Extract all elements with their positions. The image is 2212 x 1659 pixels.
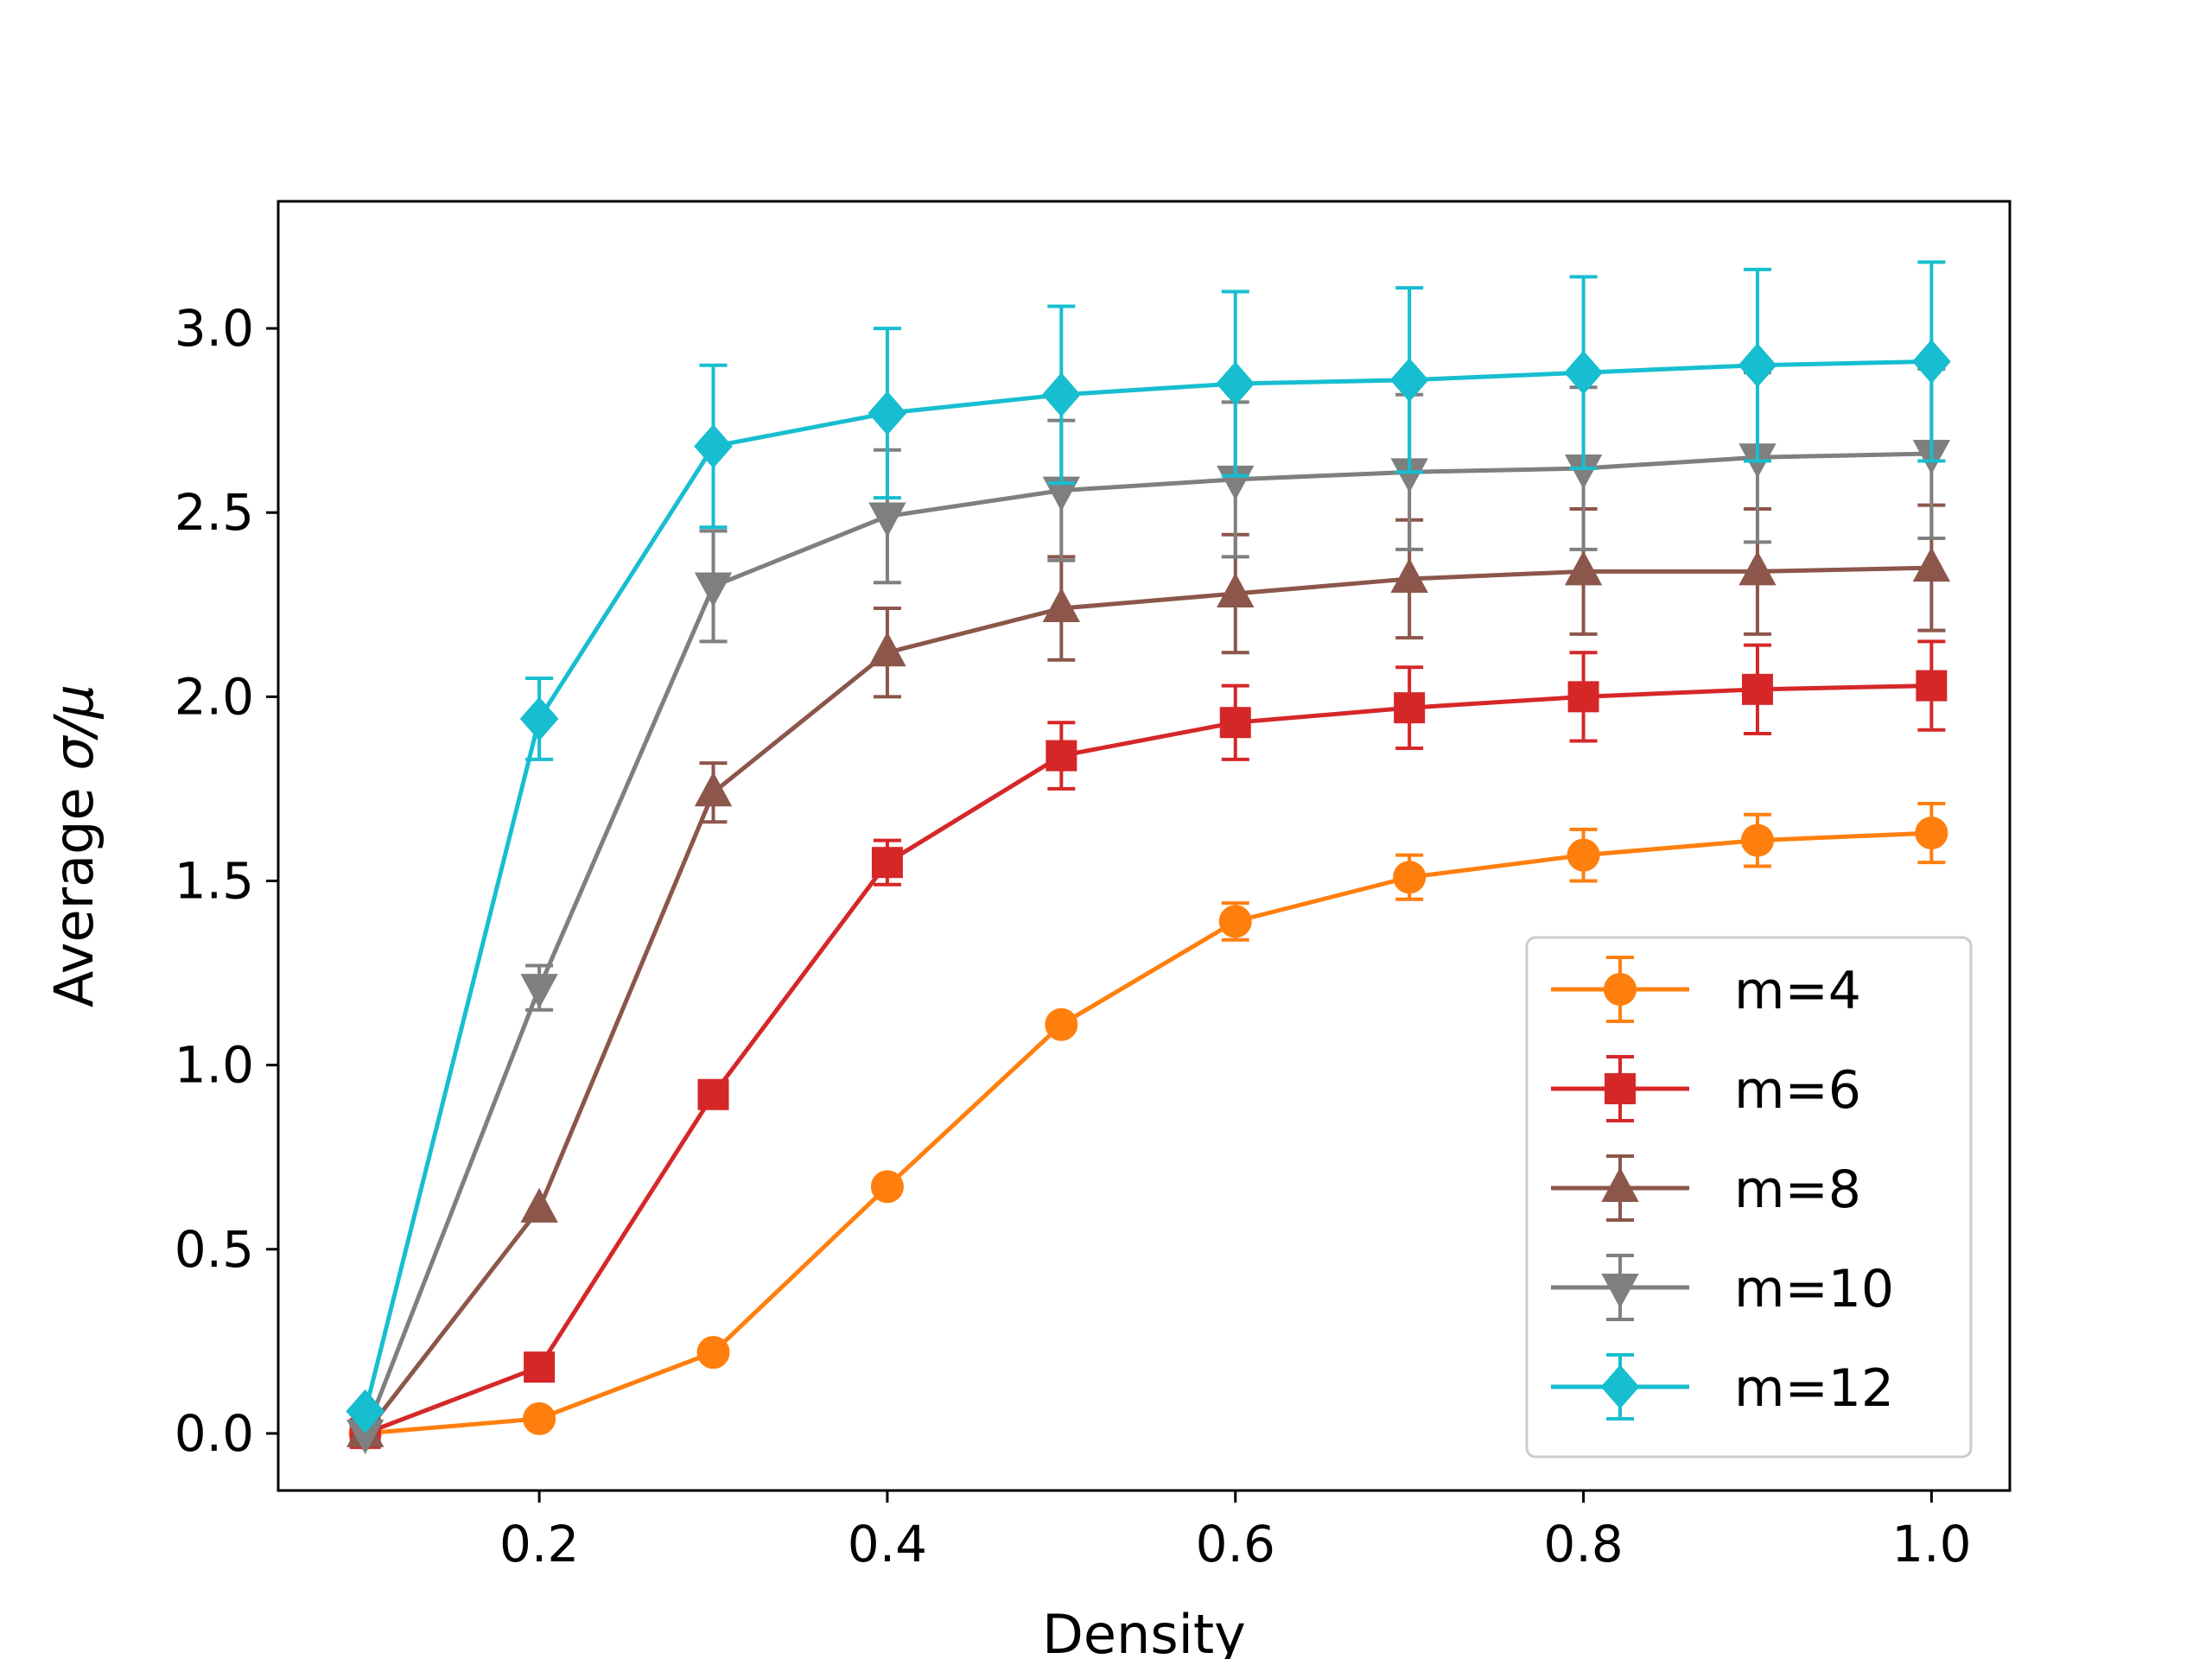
legend-item: m=8 [1551, 1154, 1861, 1222]
data-point [868, 632, 906, 667]
y-axis-label-prefix: Average [42, 771, 105, 1007]
data-point [1042, 372, 1081, 417]
data-point [694, 572, 733, 607]
legend-label: m=6 [1734, 1060, 1861, 1121]
x-axis-label: Density [1042, 1603, 1246, 1659]
data-point [1045, 1007, 1078, 1041]
data-point [1393, 861, 1427, 894]
series-m=12 [346, 260, 1951, 1433]
x-tick-label: 0.2 [499, 1515, 579, 1573]
y-tick-label: 3.0 [175, 299, 254, 358]
series-line [365, 830, 1932, 1436]
data-point [1567, 681, 1599, 713]
series-line [364, 683, 1932, 1436]
data-point [694, 423, 733, 468]
legend-marker [1600, 1364, 1640, 1409]
data-point [520, 974, 558, 1009]
x-tick-label: 0.4 [848, 1515, 927, 1573]
data-point [1915, 817, 1948, 850]
data-point [1741, 673, 1773, 705]
legend: m=4 m=6 m=8 m=10 m=12 [1525, 936, 1973, 1459]
data-point [1217, 572, 1255, 607]
data-point [523, 1402, 556, 1435]
data-point [1390, 557, 1428, 593]
data-point [1738, 550, 1777, 586]
data-point [1738, 343, 1777, 388]
data-point [697, 1078, 729, 1110]
y-tick-label: 1.0 [175, 1036, 254, 1095]
data-point [519, 696, 559, 741]
y-axis-label-math: σ/μ [42, 684, 105, 771]
series-line [363, 565, 1932, 1435]
legend-marker [1601, 1166, 1639, 1202]
data-point [871, 847, 903, 879]
legend-item: m=10 [1551, 1254, 1894, 1321]
legend-marker [1605, 1073, 1636, 1104]
series-layer [346, 260, 1951, 1455]
data-point [1912, 339, 1951, 384]
x-tick-label: 1.0 [1891, 1515, 1971, 1573]
data-point [1042, 587, 1081, 623]
data-point [346, 1389, 385, 1433]
plot-frame [276, 200, 2012, 1492]
data-point [1912, 547, 1951, 582]
legend-marker [1601, 1274, 1639, 1309]
data-point [520, 1187, 558, 1223]
legend-box [1525, 936, 1973, 1459]
data-point [868, 391, 907, 435]
y-tick-label: 1.5 [175, 851, 254, 910]
legend-label: m=12 [1734, 1358, 1894, 1419]
y-tick-label: 2.0 [175, 667, 254, 726]
data-point [1219, 707, 1251, 739]
data-point [870, 1170, 904, 1204]
y-tick-label: 0.0 [175, 1404, 254, 1463]
x-tick-label: 0.8 [1543, 1515, 1623, 1573]
data-point [1564, 550, 1603, 586]
data-point [1389, 358, 1429, 403]
data-point [694, 772, 733, 807]
data-point [1564, 350, 1603, 395]
legend-item: m=4 [1551, 956, 1861, 1023]
legend-label: m=4 [1734, 961, 1861, 1021]
data-point [524, 1351, 556, 1383]
data-point [1916, 670, 1948, 702]
x-axis: 0.2 0.4 0.6 0.8 1.0 [499, 1491, 1971, 1573]
data-point [1218, 905, 1252, 938]
y-axis-label: Average σ/μ [42, 684, 105, 1007]
y-axis: 0.0 0.5 1.0 1.5 2.0 2.5 3.0 [175, 299, 278, 1463]
legend-marker [1604, 973, 1637, 1006]
series-line [363, 359, 1932, 1412]
legend-label: m=8 [1734, 1160, 1861, 1220]
x-tick-label: 0.6 [1196, 1515, 1275, 1573]
data-point [868, 502, 906, 537]
data-point [696, 1336, 730, 1370]
y-tick-label: 0.5 [175, 1220, 254, 1279]
legend-item: m=6 [1551, 1055, 1861, 1122]
y-tick-label: 2.5 [175, 483, 254, 542]
data-point [1394, 692, 1426, 724]
data-point [1740, 823, 1774, 857]
series-m=6 [349, 639, 1948, 1449]
data-point [1567, 838, 1600, 872]
legend-label: m=10 [1734, 1259, 1894, 1319]
legend-item: m=12 [1551, 1353, 1894, 1421]
data-point [1216, 361, 1255, 406]
series-m=4 [348, 801, 1948, 1450]
series-line [363, 451, 1932, 1434]
data-point [1046, 740, 1077, 772]
